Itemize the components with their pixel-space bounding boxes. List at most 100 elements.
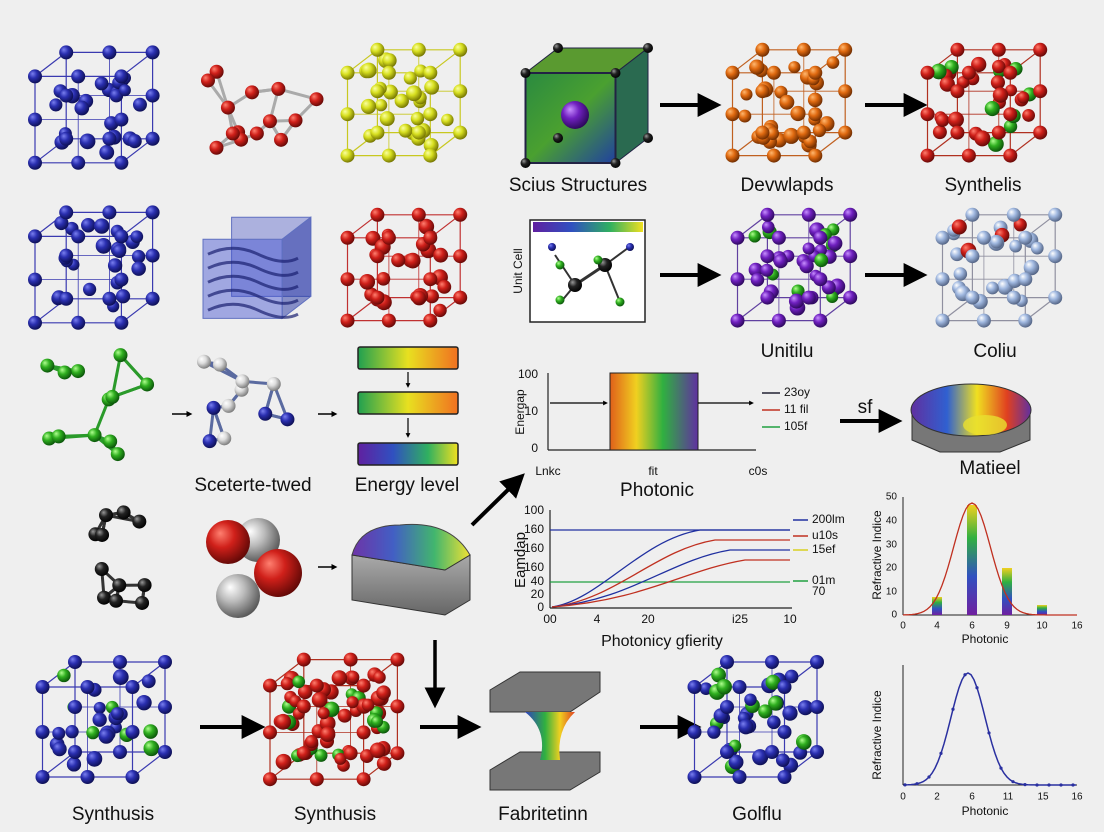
atom [370, 715, 384, 728]
atom [28, 315, 42, 330]
atom [752, 749, 769, 766]
atom [145, 205, 160, 220]
atom [986, 281, 999, 295]
atom [370, 84, 385, 99]
label: Unit Cell [511, 248, 525, 293]
atom [1018, 272, 1033, 287]
atom [114, 69, 129, 84]
atom [381, 313, 396, 328]
atom [838, 42, 853, 57]
atom [340, 107, 355, 122]
atom [935, 113, 950, 128]
label: 20 [641, 612, 655, 626]
atom [1048, 249, 1063, 264]
atom [135, 595, 150, 610]
atom [767, 715, 781, 730]
atom [28, 112, 42, 127]
atom [935, 313, 950, 328]
atom [990, 75, 1005, 90]
atom [319, 715, 336, 732]
atom [755, 42, 770, 57]
atom [411, 42, 426, 57]
wave [207, 302, 299, 319]
atom [976, 230, 991, 245]
atom [788, 61, 801, 74]
label: 20 [531, 587, 545, 601]
label: Sceterte-twed [194, 475, 311, 496]
atom [738, 109, 752, 123]
atom [796, 125, 811, 140]
atom [932, 125, 947, 140]
atom [760, 263, 774, 277]
atom [280, 412, 295, 427]
atom [730, 313, 745, 328]
atom [797, 735, 812, 750]
atom [773, 254, 788, 269]
wave [207, 260, 299, 277]
atom [766, 148, 781, 163]
atom [788, 293, 804, 309]
atom [760, 290, 775, 305]
atom [94, 76, 109, 91]
atom [930, 63, 947, 80]
atom [812, 123, 827, 138]
atom [553, 43, 563, 53]
energy-level [357, 442, 459, 466]
atom [374, 98, 388, 112]
atom [610, 158, 621, 168]
label: 40 [886, 516, 898, 527]
label: Synthusis [294, 804, 376, 825]
atom [765, 674, 781, 690]
atom [813, 313, 828, 328]
atom [568, 278, 582, 292]
atom [720, 655, 734, 669]
atom [783, 127, 800, 144]
atom [49, 98, 63, 112]
funnel [525, 712, 575, 760]
atom [296, 699, 311, 714]
atom [319, 726, 336, 743]
point [1035, 783, 1039, 787]
point [1059, 783, 1063, 787]
line [110, 354, 122, 398]
atom [35, 725, 50, 739]
atom [52, 726, 66, 740]
atom [411, 207, 426, 222]
label: Refractive Indice [870, 690, 884, 780]
atom [765, 126, 780, 140]
atom [687, 680, 702, 694]
atom [720, 745, 734, 759]
atom [801, 290, 816, 305]
label: 0 [531, 441, 538, 455]
atom [1048, 207, 1063, 222]
atom [992, 87, 1009, 103]
atom [59, 205, 74, 220]
atom [1003, 119, 1018, 134]
atom [262, 114, 277, 129]
atom [274, 132, 289, 147]
label: 01m [812, 573, 835, 587]
label: 0 [537, 600, 544, 614]
atom [1003, 65, 1018, 80]
atom [950, 42, 965, 57]
atom [826, 56, 840, 69]
atom [57, 365, 72, 380]
atom [92, 712, 107, 727]
label: Energap [513, 389, 527, 435]
atom [145, 131, 160, 146]
label: 15 [1037, 792, 1049, 803]
atom [987, 136, 1004, 152]
atom [748, 230, 761, 243]
atom [376, 756, 392, 771]
label: Eamdap [512, 532, 529, 588]
atom [965, 249, 980, 264]
atom [965, 290, 980, 305]
label: 11 fil [784, 402, 808, 416]
label: 9 [1004, 621, 1010, 632]
atom [212, 357, 227, 372]
atom [370, 207, 385, 222]
energy-level [357, 346, 459, 370]
atom [810, 745, 824, 759]
label: 6 [969, 621, 975, 632]
atom [761, 220, 775, 234]
